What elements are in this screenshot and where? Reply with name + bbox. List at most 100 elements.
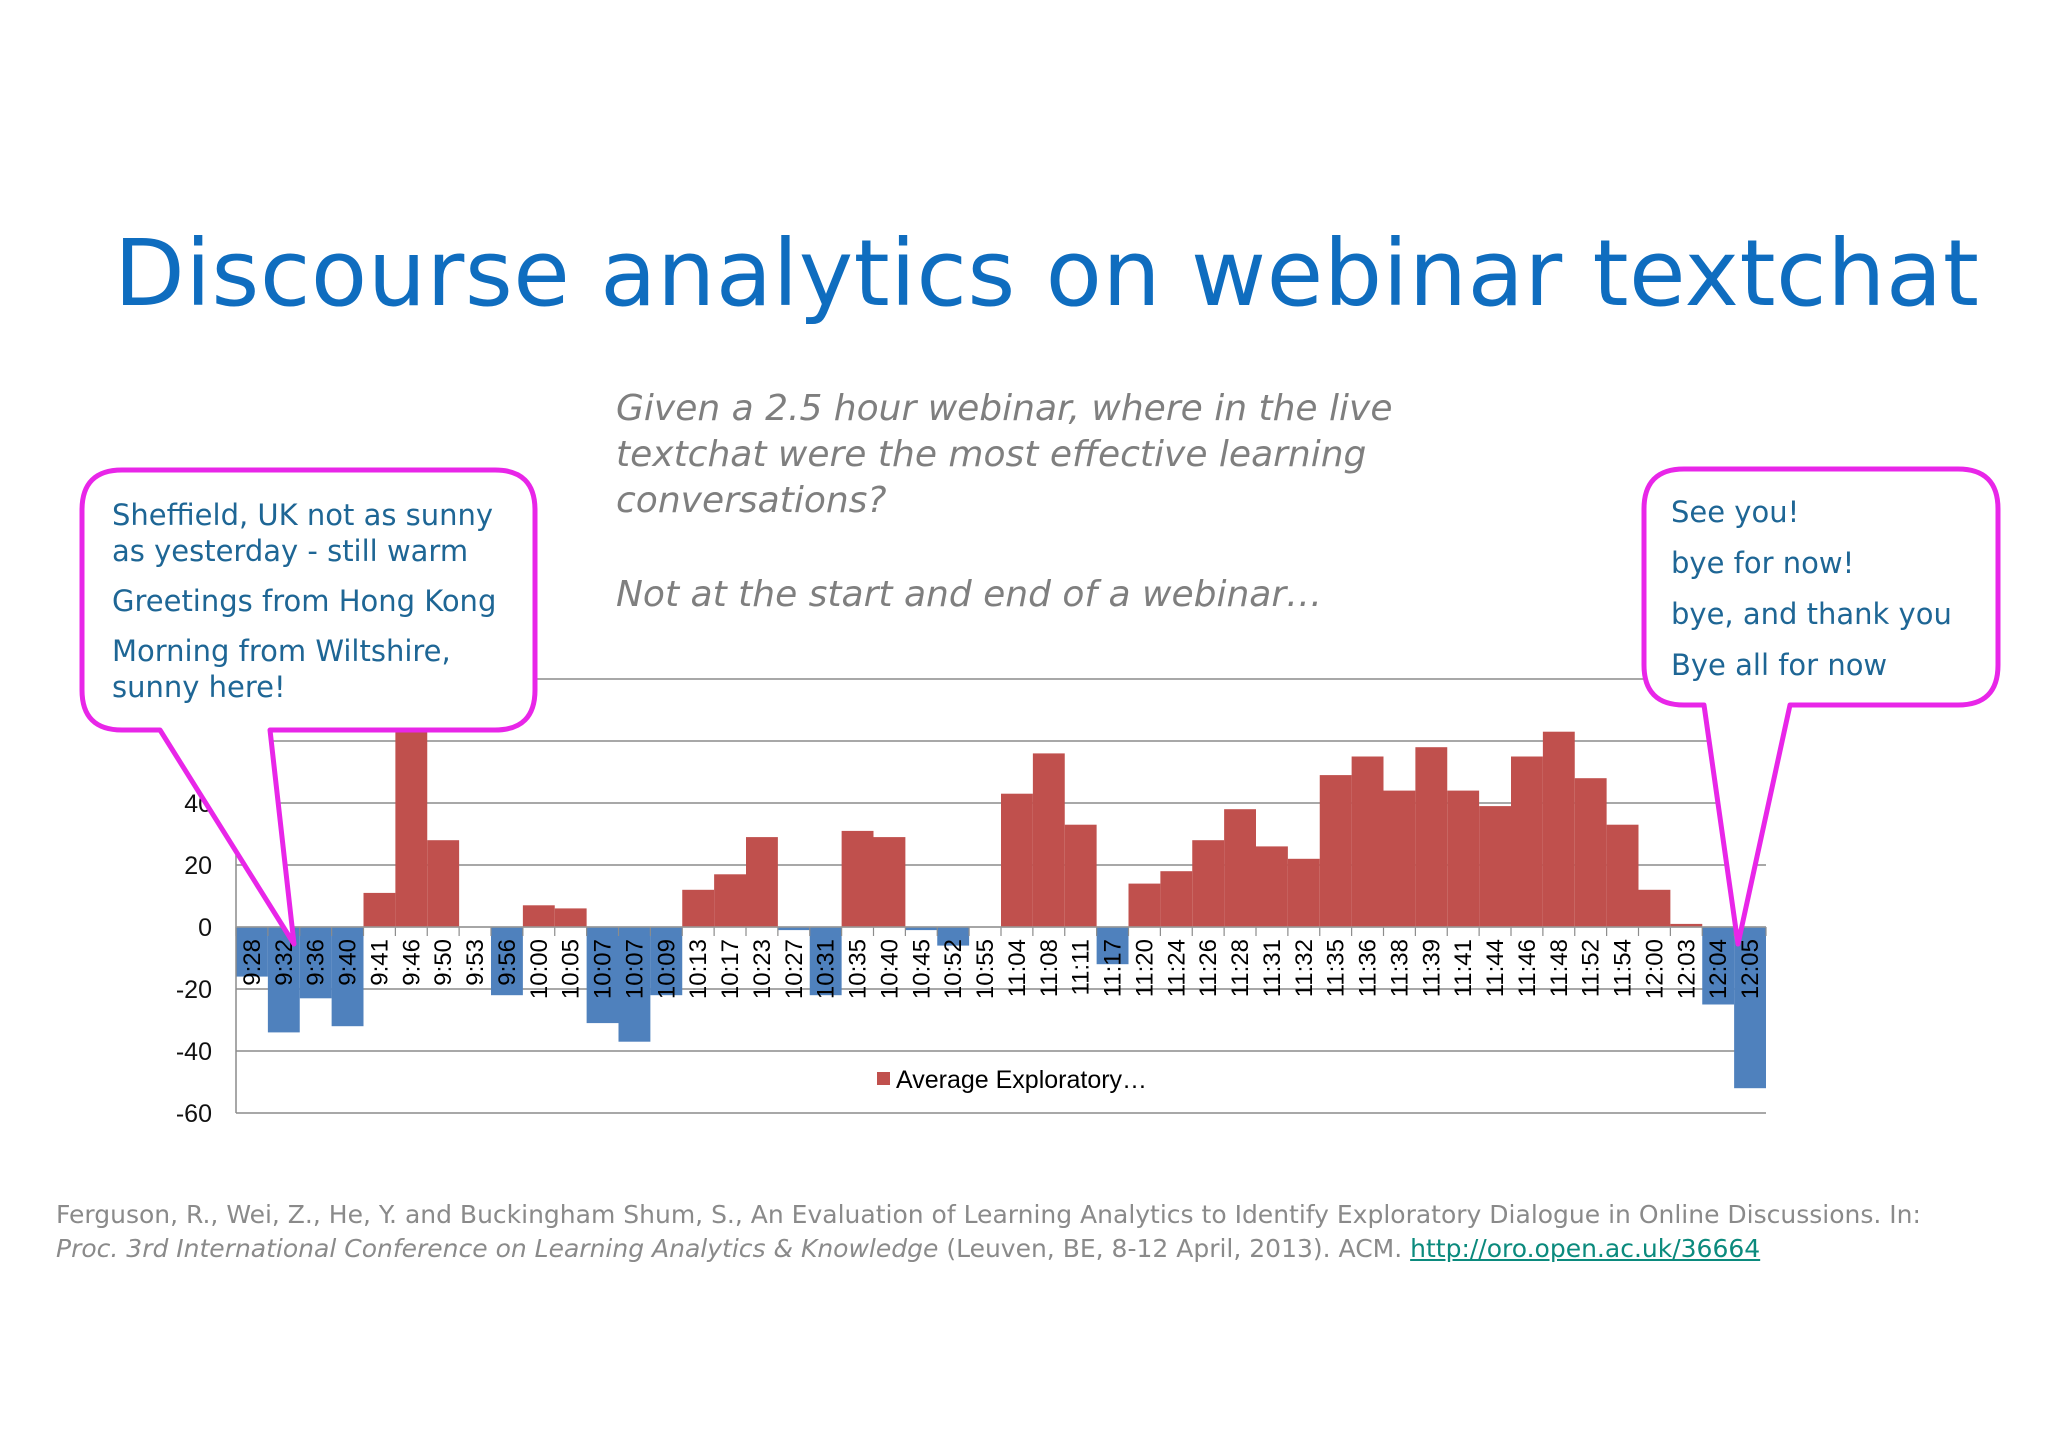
- farewell-messages-callout: See you! bye for now! bye, and thank you…: [1671, 494, 1971, 698]
- bar: [395, 716, 428, 927]
- x-tick-label: 9:28: [239, 939, 266, 986]
- bar: [1256, 846, 1288, 927]
- x-tick-label: 11:54: [1610, 939, 1637, 997]
- x-tick-label: 10:17: [717, 939, 744, 999]
- chat-message: Sheffield, UK not as sunny as yesterday …: [112, 497, 522, 569]
- x-tick-label: 10:27: [781, 939, 808, 999]
- x-tick-label: 11:26: [1195, 939, 1222, 997]
- x-tick-label: 11:31: [1259, 939, 1286, 997]
- question-line: textchat were the most effective learnin…: [616, 434, 1367, 475]
- y-tick-label: -40: [176, 1038, 212, 1066]
- bar: [650, 927, 683, 996]
- x-tick-label: 11:36: [1355, 939, 1382, 997]
- x-tick-label: 11:32: [1291, 939, 1318, 997]
- x-tick-label: 11:08: [1036, 939, 1063, 997]
- bar: [331, 927, 364, 1027]
- chat-message: Morning from Wiltshire, sunny here!: [112, 633, 522, 705]
- citation-details: (Leuven, BE, 8-12 April, 2013). ACM.: [938, 1234, 1411, 1263]
- x-tick-label: 9:40: [335, 939, 362, 986]
- chat-message: Greetings from Hong Kong: [112, 583, 522, 619]
- y-tick-label: -20: [176, 976, 212, 1004]
- x-tick-label: 9:41: [366, 939, 393, 986]
- x-tick-label: 9:46: [398, 939, 425, 986]
- bar: [1542, 731, 1575, 927]
- y-tick-label: 20: [184, 852, 212, 880]
- bar: [1734, 927, 1766, 1089]
- x-tick-label: 11:44: [1482, 939, 1509, 997]
- bar: [1319, 775, 1352, 927]
- chat-message: See you!: [1671, 495, 1800, 529]
- x-tick-label: 10:31: [813, 939, 840, 999]
- x-tick-label: 11:38: [1386, 939, 1413, 997]
- chat-message-line: as yesterday - still warm: [112, 534, 469, 568]
- citation-line-1: Ferguson, R., Wei, Z., He, Y. and Buckin…: [56, 1200, 1921, 1229]
- bar: [1064, 824, 1097, 927]
- x-tick-label: 9:32: [271, 939, 298, 986]
- x-tick-label: 10:07: [590, 939, 617, 999]
- x-tick-label: 10:23: [749, 939, 776, 999]
- x-tick-label: 11:20: [1131, 939, 1158, 997]
- bar: [1702, 927, 1735, 1005]
- x-tick-label: 10:52: [940, 939, 967, 999]
- bar: [618, 927, 651, 1042]
- chat-message-line: sunny here!: [112, 670, 286, 704]
- x-tick-label: 11:04: [1004, 939, 1031, 997]
- bar: [1001, 793, 1033, 927]
- x-tick-label: 12:00: [1641, 939, 1668, 999]
- chat-message: bye, and thank you: [1671, 597, 1952, 631]
- bar: [586, 927, 619, 1024]
- x-tick-label: 11:17: [1100, 939, 1127, 997]
- x-tick-label: 12:05: [1737, 939, 1764, 999]
- bar: [522, 905, 555, 927]
- citation: Ferguson, R., Wei, Z., He, Y. and Buckin…: [56, 1198, 2016, 1266]
- x-tick-label: 10:35: [845, 939, 872, 999]
- question-line: conversations?: [616, 480, 887, 521]
- x-tick-label: 11:46: [1514, 939, 1541, 997]
- x-tick-label: 12:04: [1705, 939, 1732, 999]
- bar: [1574, 778, 1607, 927]
- chat-message-line: Sheffield, UK not as sunny: [112, 498, 494, 532]
- x-tick-label: 9:53: [462, 939, 489, 986]
- bar: [1192, 840, 1225, 927]
- citation-line-2: Proc. 3rd International Conference on Le…: [56, 1232, 2016, 1266]
- x-tick-label: 11:52: [1578, 939, 1605, 997]
- chat-message: bye for now!: [1671, 546, 1855, 580]
- slide-title: Discourse analytics on webinar textchat: [114, 220, 1980, 327]
- chat-message: Bye all for now: [1671, 648, 1888, 682]
- x-tick-label: 10:45: [908, 939, 935, 999]
- y-tick-label: 0: [198, 914, 212, 942]
- bar: [714, 874, 746, 927]
- x-tick-label: 11:35: [1323, 939, 1350, 997]
- x-tick-label: 10:55: [972, 939, 999, 999]
- x-tick-label: 11:28: [1227, 939, 1254, 997]
- bar: [809, 927, 842, 996]
- bar: [1096, 927, 1129, 965]
- bar: [682, 889, 715, 927]
- x-tick-label: 11:41: [1450, 939, 1477, 997]
- x-tick-label: 10:00: [526, 939, 553, 999]
- x-tick-label: 9:50: [430, 939, 457, 986]
- x-tick-label: 10:07: [621, 939, 648, 999]
- bar: [1511, 756, 1543, 927]
- bar: [491, 927, 523, 996]
- x-tick-label: 10:05: [558, 939, 585, 999]
- citation-link[interactable]: http://oro.open.ac.uk/36664: [1410, 1234, 1761, 1263]
- chat-message-line: Greetings from Hong Kong: [112, 584, 497, 618]
- x-tick-label: 11:39: [1418, 939, 1445, 997]
- bar: [554, 908, 587, 927]
- welcome-callout-bubble: [79, 467, 538, 947]
- x-tick-label: 12:03: [1673, 939, 1700, 999]
- bar: [1351, 756, 1384, 927]
- legend-label: Average Exploratory…: [896, 1066, 1147, 1094]
- bar: [1032, 753, 1065, 927]
- x-tick-label: 9:36: [303, 939, 330, 986]
- farewell-callout-bubble: [1641, 466, 2001, 947]
- welcome-messages-callout: Sheffield, UK not as sunny as yesterday …: [112, 497, 522, 719]
- bar: [777, 927, 810, 931]
- bar: [1415, 747, 1448, 927]
- bar: [905, 927, 938, 931]
- x-tick-label: 11:11: [1068, 939, 1095, 996]
- subtitle-text: Not at the start and end of a webinar…: [616, 574, 1323, 615]
- bar: [1606, 824, 1639, 927]
